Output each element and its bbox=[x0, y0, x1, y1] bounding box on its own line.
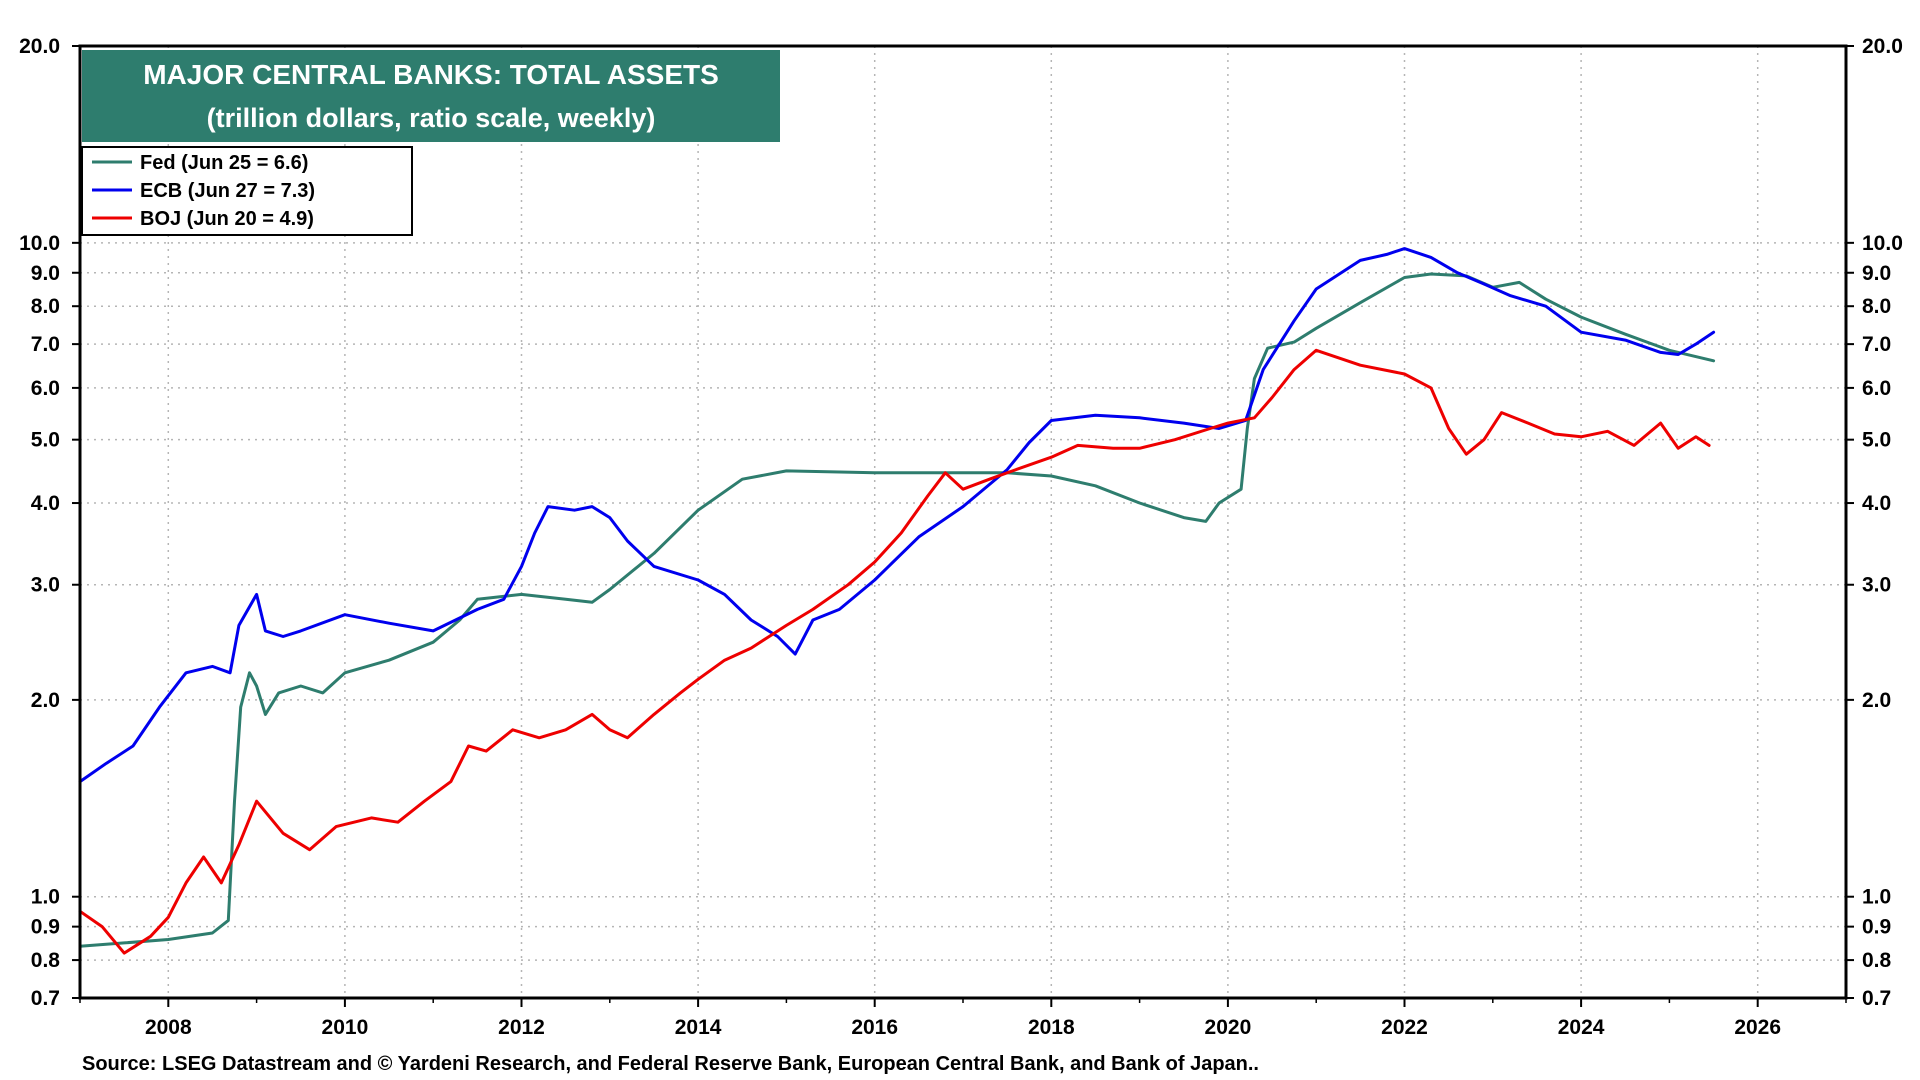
y-tick-label-left: 5.0 bbox=[31, 429, 60, 452]
x-tick-label: 2016 bbox=[851, 1016, 898, 1039]
y-tick-label-left: 9.0 bbox=[31, 262, 60, 285]
y-tick-label-right: 7.0 bbox=[1862, 333, 1891, 356]
title-background bbox=[82, 50, 780, 142]
chart-title: MAJOR CENTRAL BANKS: TOTAL ASSETS bbox=[143, 59, 719, 90]
y-tick-label-left: 0.7 bbox=[31, 987, 60, 1010]
x-tick-label: 2010 bbox=[322, 1016, 369, 1039]
y-tick-label-right: 10.0 bbox=[1862, 232, 1903, 255]
y-tick-label-left: 10.0 bbox=[19, 232, 60, 255]
x-tick-label: 2026 bbox=[1734, 1016, 1781, 1039]
y-tick-label-right: 6.0 bbox=[1862, 377, 1891, 400]
x-tick-label: 2012 bbox=[498, 1016, 545, 1039]
y-tick-label-right: 3.0 bbox=[1862, 574, 1891, 597]
chart-subtitle: (trillion dollars, ratio scale, weekly) bbox=[207, 103, 656, 133]
y-tick-label-left: 20.0 bbox=[19, 35, 60, 58]
ecb-line bbox=[78, 247, 1716, 784]
y-tick-label-left: 0.8 bbox=[31, 949, 61, 972]
x-tick-label: 2022 bbox=[1381, 1016, 1428, 1039]
legend-label-ecb: ECB (Jun 27 = 7.3) bbox=[140, 180, 315, 202]
y-tick-label-left: 8.0 bbox=[31, 295, 60, 318]
y-tick-label-left: 4.0 bbox=[31, 492, 60, 515]
source-note: Source: LSEG Datastream and © Yardeni Re… bbox=[82, 1053, 1259, 1075]
legend: Fed (Jun 25 = 6.6) ECB (Jun 27 = 7.3) BO… bbox=[81, 146, 413, 236]
y-tick-label-right: 0.9 bbox=[1862, 916, 1891, 939]
y-tick-label-right: 0.8 bbox=[1862, 949, 1892, 972]
x-tick-label: 2020 bbox=[1205, 1016, 1252, 1039]
axes: 20.0 20.0 10.0 10.0 9.0 9.0 8.0 8.0 7.0 7.0 6.0 6.0… bbox=[19, 35, 1903, 1039]
y-tick-label-right: 20.0 bbox=[1862, 35, 1903, 58]
y-tick-label-right: 5.0 bbox=[1862, 429, 1891, 452]
x-tick-label: 2018 bbox=[1028, 1016, 1075, 1039]
x-tick-label: 2014 bbox=[675, 1016, 722, 1039]
y-tick-label-left: 3.0 bbox=[31, 574, 60, 597]
legend-label-boj: BOJ (Jun 20 = 4.9) bbox=[140, 208, 314, 230]
y-tick-label-left: 6.0 bbox=[31, 377, 60, 400]
x-tick-label: 2024 bbox=[1558, 1016, 1605, 1039]
y-tick-label-left: 0.9 bbox=[31, 916, 60, 939]
y-tick-label-right: 4.0 bbox=[1862, 492, 1891, 515]
y-tick-label-right: 1.0 bbox=[1862, 886, 1891, 909]
y-tick-label-left: 2.0 bbox=[31, 689, 60, 712]
series-lines bbox=[78, 247, 1716, 955]
y-tick-label-right: 9.0 bbox=[1862, 262, 1891, 285]
boj-line bbox=[78, 348, 1711, 955]
x-tick-label: 2008 bbox=[145, 1016, 192, 1039]
legend-box bbox=[81, 146, 413, 236]
y-tick-label-left: 1.0 bbox=[31, 886, 60, 909]
y-tick-label-right: 8.0 bbox=[1862, 295, 1891, 318]
fed-line bbox=[78, 272, 1716, 948]
y-tick-label-right: 0.7 bbox=[1862, 987, 1891, 1010]
title-box: MAJOR CENTRAL BANKS: TOTAL ASSETS (trill… bbox=[82, 50, 780, 142]
y-tick-label-right: 2.0 bbox=[1862, 689, 1891, 712]
legend-label-fed: Fed (Jun 25 = 6.6) bbox=[140, 152, 308, 174]
y-tick-label-left: 7.0 bbox=[31, 333, 60, 356]
